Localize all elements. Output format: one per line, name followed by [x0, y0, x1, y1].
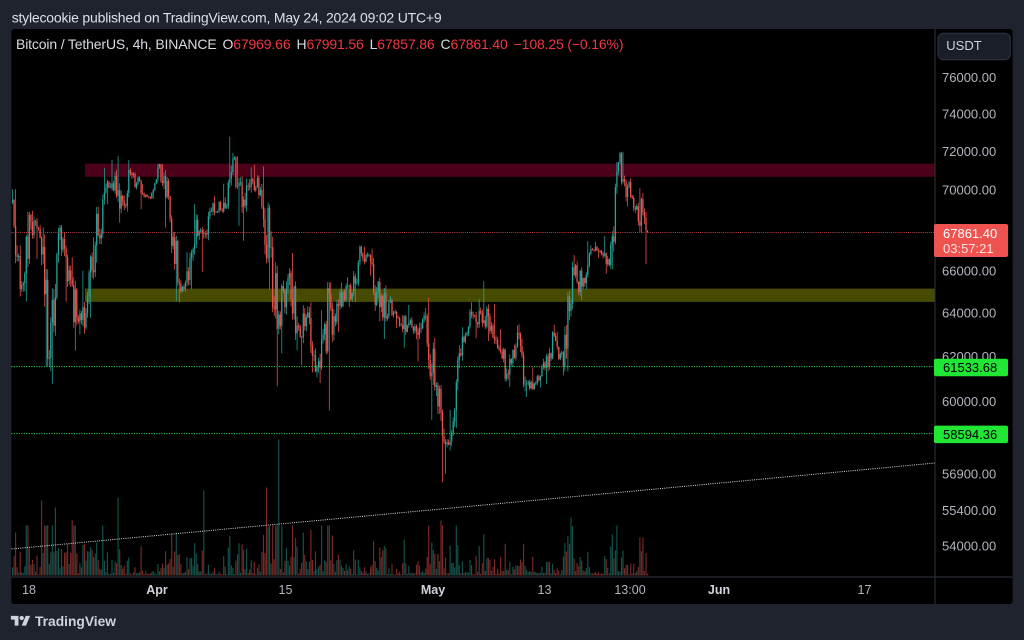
svg-text:17: 17 — [858, 583, 872, 597]
svg-text:60000.00: 60000.00 — [942, 394, 996, 409]
svg-text:55400.00: 55400.00 — [942, 503, 996, 518]
svg-text:54000.00: 54000.00 — [942, 538, 996, 553]
svg-text:TradingView: TradingView — [35, 614, 116, 629]
svg-text:15: 15 — [279, 583, 293, 597]
svg-text:64000.00: 64000.00 — [942, 306, 996, 321]
svg-text:13: 13 — [538, 583, 552, 597]
svg-text:13:00: 13:00 — [614, 583, 645, 597]
svg-text:72000.00: 72000.00 — [942, 144, 996, 159]
svg-text:70000.00: 70000.00 — [942, 183, 996, 198]
svg-text:USDT: USDT — [946, 38, 981, 53]
svg-text:Bitcoin / TetherUS, 4h, BINANC: Bitcoin / TetherUS, 4h, BINANCE O67969.66… — [16, 36, 623, 52]
svg-text:May: May — [421, 583, 445, 597]
svg-text:66000.00: 66000.00 — [942, 263, 996, 278]
svg-text:Jun: Jun — [708, 583, 730, 597]
svg-text:03:57:21: 03:57:21 — [943, 241, 994, 256]
svg-text:stylecookie published on Tradi: stylecookie published on TradingView.com… — [12, 9, 442, 25]
svg-text:58594.36: 58594.36 — [943, 427, 997, 442]
svg-text:18: 18 — [22, 583, 36, 597]
svg-text:67861.40: 67861.40 — [943, 226, 997, 241]
svg-text:56900.00: 56900.00 — [942, 467, 996, 482]
svg-text:76000.00: 76000.00 — [942, 70, 996, 85]
svg-text:Apr: Apr — [146, 583, 168, 597]
svg-text:61533.68: 61533.68 — [943, 360, 997, 375]
svg-text:74000.00: 74000.00 — [942, 107, 996, 122]
